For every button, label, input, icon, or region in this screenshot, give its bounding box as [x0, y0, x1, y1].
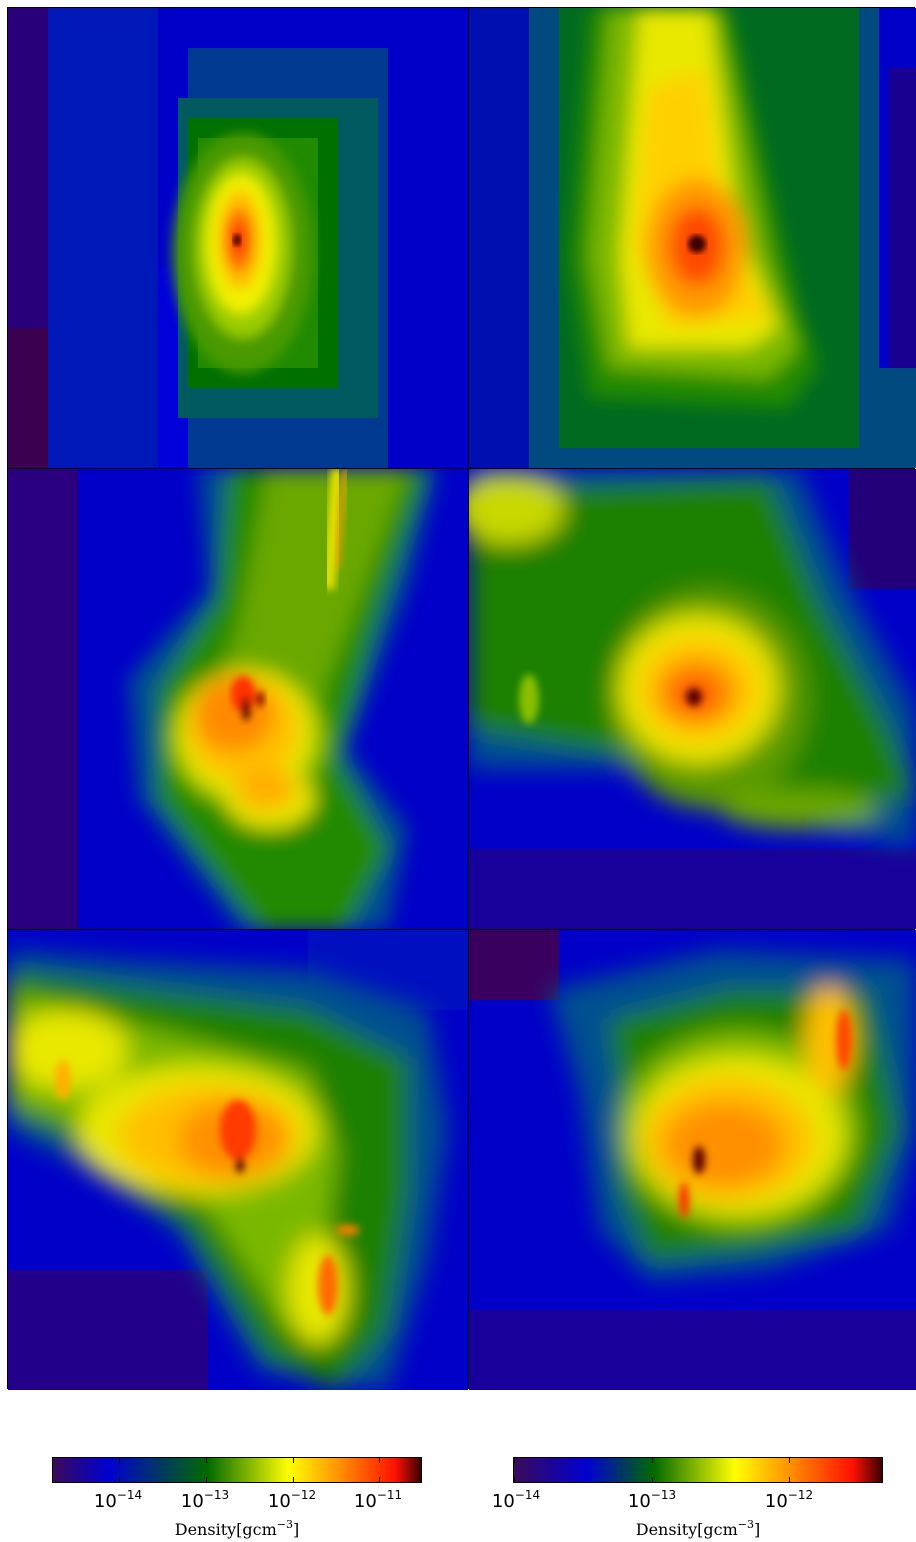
colorbar-right: [513, 1457, 883, 1483]
colorbar-left-label: Density[gcm−3]: [174, 1518, 300, 1539]
colorbar-right-label: Density[gcm−3]: [635, 1518, 761, 1539]
panel-top-left: [8, 8, 468, 468]
colorbar-right-tick-label: 10−13: [627, 1488, 677, 1512]
colorbar-right-tick-label: 10−14: [491, 1488, 541, 1512]
colorbar-tick: [119, 1457, 120, 1463]
colorbar-tick: [206, 1477, 207, 1483]
panel-middle-left: [8, 469, 468, 929]
panel-middle-right: [469, 469, 916, 929]
colorbar-tick: [514, 1457, 515, 1463]
colorbar-tick: [789, 1457, 790, 1463]
colorbar-gradient: [514, 1458, 882, 1482]
panel-bottom-left: [8, 930, 468, 1390]
panel-bottom-right: [469, 930, 916, 1390]
colorbar-tick: [652, 1457, 653, 1463]
colorbar-left-tick-label: 10−13: [180, 1488, 230, 1512]
colorbar-tick: [119, 1477, 120, 1483]
colorbar-left-tick-label: 10−14: [93, 1488, 143, 1512]
colorbar-tick: [652, 1477, 653, 1483]
colorbar-left-tick-label: 10−11: [353, 1488, 403, 1512]
colorbar-tick: [379, 1477, 380, 1483]
colorbar-left-tick-label: 10−12: [267, 1488, 317, 1512]
density-panel-grid: [7, 7, 916, 1390]
colorbar-tick: [379, 1457, 380, 1463]
panel-divider: [468, 8, 469, 1388]
colorbar-gradient: [53, 1458, 421, 1482]
panel-divider: [8, 929, 914, 930]
panel-divider: [8, 468, 914, 469]
colorbar-tick: [514, 1477, 515, 1483]
colorbar-left: [52, 1457, 422, 1483]
colorbar-tick: [789, 1477, 790, 1483]
colorbar-tick: [293, 1477, 294, 1483]
colorbar-tick: [293, 1457, 294, 1463]
panel-top-right: [469, 8, 916, 468]
colorbar-right-tick-label: 10−12: [764, 1488, 814, 1512]
colorbar-tick: [206, 1457, 207, 1463]
